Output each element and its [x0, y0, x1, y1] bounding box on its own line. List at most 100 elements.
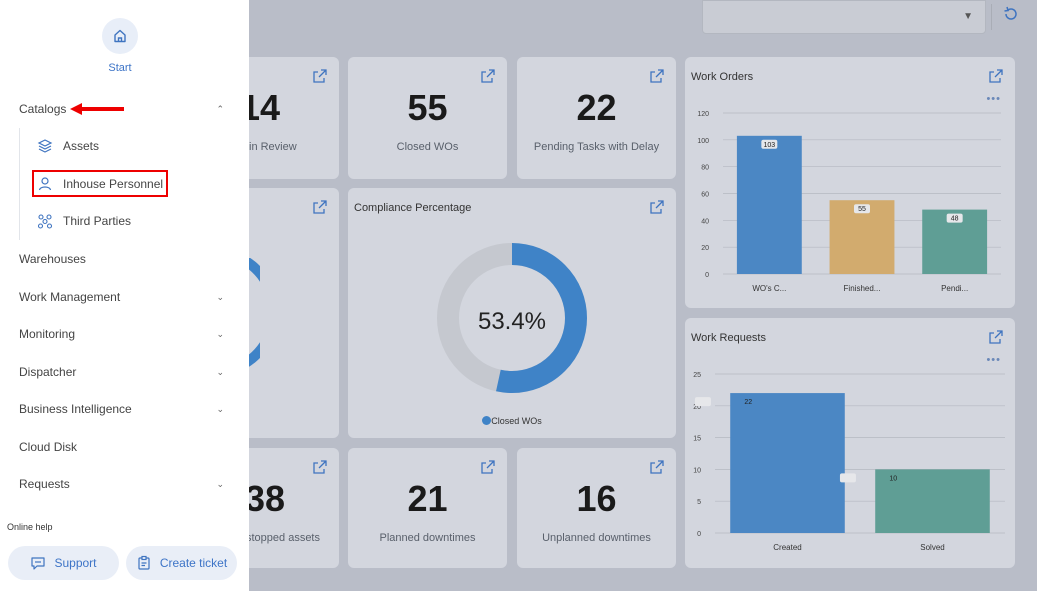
y-tick-label: 20 — [701, 245, 709, 252]
bar[interactable] — [730, 393, 845, 533]
chevron-down-icon: ⌄ — [216, 292, 224, 302]
chevron-down-icon: ⌄ — [216, 329, 224, 339]
external-link-icon[interactable] — [650, 69, 664, 83]
users-group-icon — [37, 214, 53, 229]
external-link-icon[interactable] — [989, 330, 1003, 344]
donut-segment — [241, 258, 260, 368]
create-ticket-label: Create ticket — [159, 556, 228, 570]
external-link-icon[interactable] — [989, 69, 1003, 83]
x-tick-label: Solved — [920, 543, 944, 552]
submenu-third-parties[interactable]: Third Parties — [37, 211, 131, 231]
external-link-icon[interactable] — [650, 200, 664, 214]
card-title: Work Orders — [691, 71, 754, 83]
chevron-down-icon: ▼ — [963, 11, 973, 22]
menu-label: Monitoring — [19, 327, 76, 341]
y-tick-label: 60 — [701, 192, 709, 199]
external-link-icon[interactable] — [650, 460, 664, 474]
menu-label: Catalogs — [19, 102, 67, 116]
menu-label: Requests — [19, 477, 70, 491]
y-tick-label: 5 — [697, 499, 701, 506]
kpi-label: Planned downtimes — [379, 532, 476, 544]
compliance-value: 53.4% — [477, 308, 547, 335]
clipboard-icon — [138, 555, 150, 570]
kpi-value: 38 — [245, 478, 286, 519]
data-label-bg — [761, 139, 778, 149]
menu-business-intelligence[interactable]: Business Intelligence ⌄ — [19, 400, 224, 418]
card-title: Work Requests — [691, 332, 766, 344]
menu-work-management[interactable]: Work Management ⌄ — [19, 288, 224, 306]
chat-icon — [31, 557, 46, 570]
menu-requests[interactable]: Requests ⌄ — [19, 475, 224, 493]
data-label-bg — [839, 473, 856, 483]
work-requests-card: Work Requests ••• 0 5 10 15 20 25 22 Created 10 S… — [685, 318, 1015, 568]
chevron-up-icon: ⌃ — [216, 104, 224, 114]
compliance-card: Compliance Percentage 53.4% Closed WOs — [348, 188, 676, 438]
work-requests-chart: 0 5 10 15 20 25 22 Created 10 Solved — [693, 372, 1005, 552]
data-label: 103 — [763, 142, 775, 149]
donut-legend: Closed WOs — [348, 416, 676, 426]
kpi-card-closed-wos: 55 Closed WOs — [348, 57, 507, 179]
x-tick-label: WO's C... — [752, 284, 786, 293]
support-label: Support — [54, 556, 97, 570]
y-tick-label: 20 — [693, 404, 701, 411]
menu-label: Business Intelligence — [19, 402, 132, 416]
data-label: 48 — [951, 216, 959, 223]
menu-catalogs[interactable]: Catalogs ⌃ — [19, 100, 224, 118]
menu-label: Work Management — [19, 290, 121, 304]
chevron-down-icon: ⌄ — [216, 479, 224, 489]
menu-label: Dispatcher — [19, 365, 77, 379]
submenu-label: Third Parties — [63, 214, 132, 228]
menu-warehouses[interactable]: Warehouses — [19, 250, 224, 268]
bar[interactable] — [736, 135, 802, 274]
data-label-bg — [946, 213, 963, 223]
y-tick-label: 40 — [701, 218, 709, 225]
y-tick-label: 0 — [697, 531, 701, 538]
submenu-inhouse-personnel[interactable]: Inhouse Personnel — [37, 174, 163, 194]
external-link-icon[interactable] — [313, 69, 327, 83]
external-link-icon[interactable] — [481, 69, 495, 83]
support-button[interactable]: Support — [8, 546, 119, 580]
menu-dispatcher[interactable]: Dispatcher ⌄ — [19, 363, 224, 381]
data-label-bg — [854, 204, 870, 214]
y-tick-label: 0 — [705, 272, 709, 279]
create-ticket-button[interactable]: Create ticket — [126, 546, 237, 580]
kpi-card-pending-delay: 22 Pending Tasks with Delay — [517, 57, 676, 179]
compliance-donut — [437, 243, 587, 393]
user-icon — [38, 177, 52, 191]
kpi-card-planned-downtimes: 21 Planned downtimes — [348, 448, 507, 568]
submenu-assets[interactable]: Assets — [37, 136, 99, 156]
bar[interactable] — [875, 469, 990, 533]
y-tick-label: 15 — [693, 436, 701, 443]
submenu-label: Inhouse Personnel — [63, 177, 164, 191]
home-icon — [114, 29, 126, 43]
submenu-label: Assets — [63, 139, 100, 153]
red-box-annotation — [32, 170, 168, 197]
menu-cloud-disk[interactable]: Cloud Disk — [19, 438, 224, 456]
work-orders-chart: 0 20 40 60 80 100 120 103 WO's C... 55 Finished...… — [697, 111, 1001, 293]
external-link-icon[interactable] — [313, 460, 327, 474]
layers-icon — [37, 139, 53, 153]
sidebar: Start Catalogs ⌃ Assets Inhouse Personne… — [0, 0, 249, 591]
external-link-icon[interactable] — [481, 460, 495, 474]
y-tick-label: 120 — [697, 111, 709, 118]
start-label[interactable]: Start — [108, 62, 132, 74]
more-icon[interactable]: ••• — [986, 93, 1001, 105]
start-button[interactable] — [102, 18, 138, 54]
donut-value-arc — [437, 243, 587, 393]
more-icon[interactable]: ••• — [986, 354, 1001, 366]
kpi-label: Closed WOs — [396, 141, 459, 153]
filter-select[interactable]: ▼ — [702, 0, 986, 34]
data-label: 55 — [858, 206, 866, 213]
refresh-icon[interactable] — [1003, 6, 1019, 22]
menu-monitoring[interactable]: Monitoring ⌄ — [19, 325, 224, 343]
online-help-label: Online help — [7, 522, 53, 532]
kpi-label: Pending Tasks with Delay — [533, 141, 660, 153]
data-label-bg — [694, 397, 711, 407]
y-tick-label: 25 — [693, 372, 701, 379]
card-title: Compliance Percentage — [354, 202, 472, 214]
x-tick-label: Finished... — [844, 284, 881, 293]
kpi-label: in Review — [249, 141, 297, 153]
external-link-icon[interactable] — [313, 200, 327, 214]
menu-label: Warehouses — [19, 252, 86, 266]
kpi-label: stopped assets — [246, 532, 320, 544]
